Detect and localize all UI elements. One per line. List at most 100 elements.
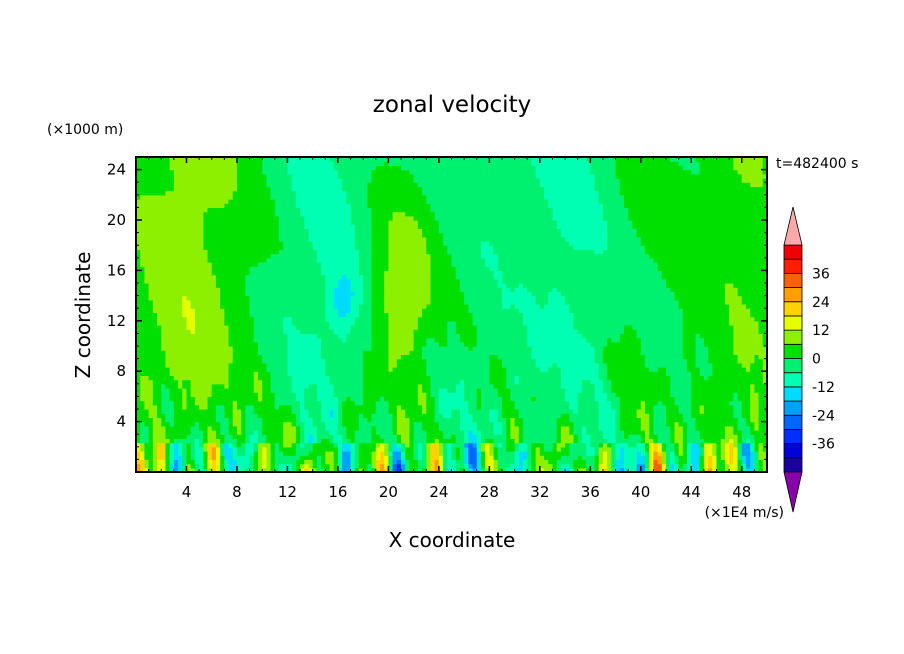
- field-cell: [518, 430, 524, 435]
- field-cell: [544, 467, 549, 472]
- field-cell: [501, 400, 507, 406]
- field-cell: [270, 442, 276, 448]
- field-cell: [350, 354, 356, 360]
- field-cell: [161, 379, 167, 385]
- field-cell: [405, 459, 411, 465]
- field-cell: [241, 425, 246, 431]
- field-cell: [396, 375, 402, 381]
- field-cell: [438, 442, 444, 448]
- field-cell: [468, 467, 474, 472]
- field-cell: [308, 451, 314, 456]
- field-cell: [194, 375, 200, 381]
- field-cell: [325, 333, 331, 339]
- field-cell: [506, 396, 511, 402]
- field-cell: [666, 392, 671, 397]
- field-cell: [645, 379, 650, 385]
- field-cell: [712, 371, 718, 376]
- field-cell: [190, 421, 196, 427]
- field-cell: [312, 434, 318, 439]
- field-cell: [754, 367, 760, 372]
- field-cell: [152, 455, 158, 460]
- field-cell: [581, 455, 587, 460]
- field-cell: [724, 463, 730, 469]
- field-cell: [695, 400, 701, 406]
- field-cell: [577, 346, 583, 351]
- field-cell: [472, 341, 478, 347]
- field-cell: [295, 396, 301, 402]
- field-cell: [199, 438, 204, 444]
- field-cell: [480, 392, 486, 397]
- field-cell: [392, 467, 398, 472]
- field-cell: [396, 341, 402, 347]
- field-cell: [724, 383, 730, 389]
- field-cell: [708, 371, 713, 376]
- field-cell: [451, 459, 457, 465]
- field-cell: [615, 404, 621, 410]
- field-cell: [682, 396, 688, 402]
- field-cell: [199, 446, 204, 452]
- field-cell: [405, 396, 411, 402]
- field-cell: [422, 388, 427, 393]
- field-cell: [215, 463, 221, 469]
- field-cell: [615, 354, 621, 360]
- field-cell: [375, 367, 381, 372]
- field-cell: [148, 409, 154, 414]
- field-cell: [304, 375, 310, 381]
- field-cell: [358, 413, 364, 418]
- field-cell: [417, 337, 423, 343]
- field-cell: [598, 400, 604, 406]
- field-cell: [661, 459, 667, 465]
- field-cell: [262, 434, 268, 439]
- field-cell: [523, 417, 528, 423]
- field-cell: [405, 371, 411, 376]
- field-cell: [337, 400, 343, 406]
- field-cell: [716, 341, 722, 347]
- field-cell: [758, 375, 764, 381]
- field-cell: [493, 337, 499, 343]
- field-cell: [291, 438, 297, 444]
- field-cell: [363, 400, 368, 406]
- field-cell: [514, 392, 520, 397]
- field-cell: [249, 371, 255, 376]
- field-cell: [615, 383, 621, 389]
- field-cell: [695, 451, 701, 456]
- field-cell: [758, 400, 764, 406]
- field-cell: [342, 459, 347, 465]
- field-cell: [628, 455, 633, 460]
- field-cell: [535, 341, 541, 347]
- field-cell: [476, 442, 482, 448]
- field-cell: [472, 459, 478, 465]
- field-cell: [194, 392, 200, 397]
- field-cell: [161, 375, 167, 381]
- field-cell: [161, 409, 167, 414]
- field-cell: [493, 425, 499, 431]
- field-cell: [447, 367, 453, 372]
- field-cell: [548, 421, 554, 427]
- field-cell: [447, 442, 453, 448]
- field-cell: [493, 455, 499, 460]
- field-cell: [455, 400, 461, 406]
- field-cell: [645, 467, 650, 472]
- field-cell: [733, 438, 739, 444]
- field-cell: [720, 442, 726, 448]
- field-cell: [312, 430, 318, 435]
- field-cell: [182, 413, 188, 418]
- field-cell: [279, 354, 284, 360]
- field-cell: [409, 367, 415, 372]
- field-cell: [501, 442, 507, 448]
- field-cell: [632, 467, 638, 472]
- field-cell: [417, 463, 423, 469]
- field-cell: [598, 371, 604, 376]
- field-cell: [468, 451, 474, 456]
- field-cell: [691, 438, 697, 444]
- field-cell: [459, 375, 465, 381]
- field-cell: [207, 455, 213, 460]
- field-cell: [594, 463, 600, 469]
- field-cell: [594, 442, 600, 448]
- field-cell: [371, 388, 377, 393]
- field-cell: [379, 337, 385, 343]
- field-cell: [527, 354, 533, 360]
- field-cell: [720, 358, 726, 364]
- field-cell: [186, 379, 192, 385]
- field-cell: [140, 455, 146, 460]
